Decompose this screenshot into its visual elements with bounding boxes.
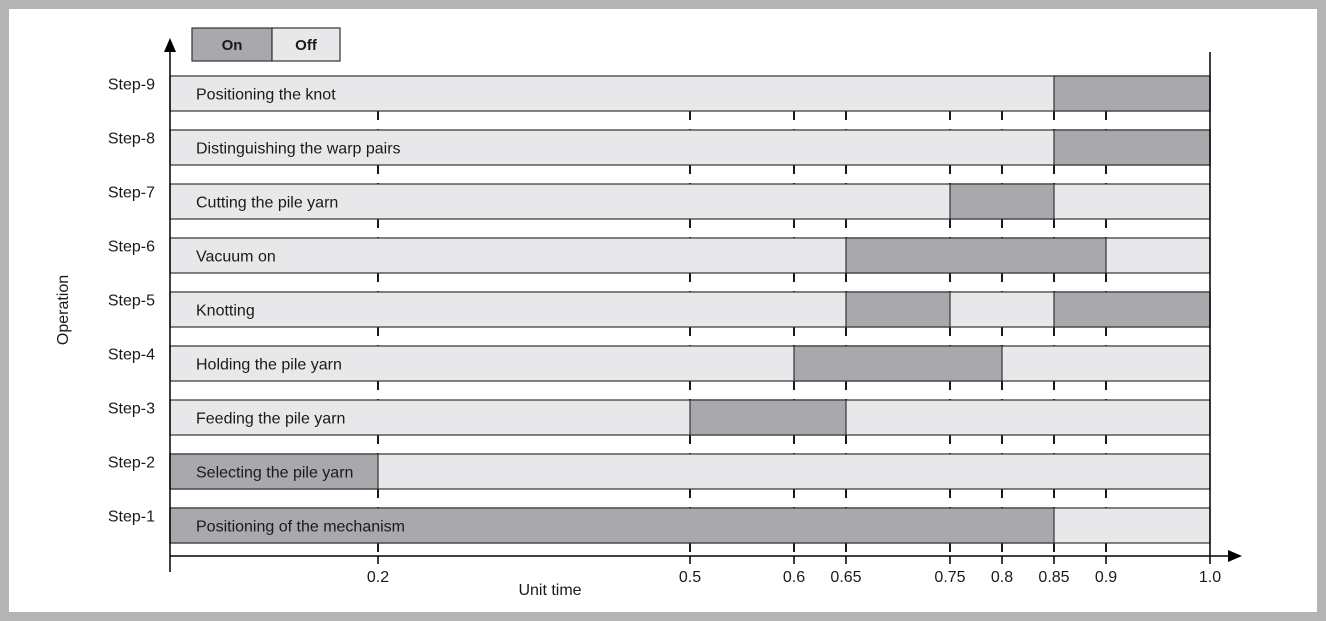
y-tick-label-step-5: Step-5: [108, 293, 155, 310]
x-axis-arrow-icon: [1228, 550, 1242, 562]
x-tick-label-0.8: 0.8: [991, 569, 1013, 586]
legend-off-swatch: [271, 27, 341, 62]
bar-label-step-9: Positioning the knot: [196, 87, 336, 104]
step-row-step-4: Holding the pile yarn Step-4: [108, 345, 1211, 382]
y-tick-label-step-8: Step-8: [108, 131, 155, 148]
step-row-step-3: Feeding the pile yarn Step-3: [108, 399, 1211, 436]
bar-label-step-2: Selecting the pile yarn: [196, 465, 353, 482]
x-axis-title: Unit time: [518, 582, 581, 599]
bar-label-step-8: Distinguishing the warp pairs: [196, 141, 401, 158]
legend-on-label: On: [222, 37, 243, 54]
bar-on-step-3-1: [689, 399, 847, 436]
bar-off-step-9: [169, 75, 1211, 112]
bar-on-step-5-1: [845, 291, 951, 328]
bar-on-step-9-1: [1053, 75, 1211, 112]
bar-label-step-6: Vacuum on: [196, 249, 276, 266]
bar-label-step-4: Holding the pile yarn: [196, 357, 342, 374]
y-tick-label-step-1: Step-1: [108, 509, 155, 526]
step-row-step-8: Distinguishing the warp pairs Step-8: [108, 129, 1211, 166]
x-tick-label-1.0: 1.0: [1199, 569, 1221, 586]
legend-off-label: Off: [295, 37, 318, 54]
x-tick-label-0.2: 0.2: [367, 569, 389, 586]
bar-label-step-1: Positioning of the mechanism: [196, 519, 405, 536]
bar-on-step-2-1: [169, 453, 379, 490]
step-row-step-7: Cutting the pile yarn Step-7: [108, 183, 1211, 220]
x-tick-label-0.6: 0.6: [783, 569, 805, 586]
x-tick-label-0.85: 0.85: [1038, 569, 1069, 586]
step-row-step-6: Vacuum on Step-6: [108, 237, 1211, 274]
x-tick-label-0.5: 0.5: [679, 569, 701, 586]
bar-on-step-5-2: [1053, 291, 1211, 328]
bar-label-step-7: Cutting the pile yarn: [196, 195, 338, 212]
bar-on-step-4-1: [793, 345, 1003, 382]
y-tick-label-step-6: Step-6: [108, 239, 155, 256]
bar-on-step-8-1: [1053, 129, 1211, 166]
bar-on-step-6-1: [845, 237, 1107, 274]
bar-label-step-5: Knotting: [196, 303, 255, 320]
y-tick-label-step-2: Step-2: [108, 455, 155, 472]
step-row-step-9: Positioning the knot Step-9: [108, 75, 1211, 112]
x-tick-label-0.65: 0.65: [830, 569, 861, 586]
y-tick-label-step-9: Step-9: [108, 77, 155, 94]
bar-on-step-7-1: [949, 183, 1055, 220]
y-tick-label-step-7: Step-7: [108, 185, 155, 202]
y-tick-label-step-4: Step-4: [108, 347, 155, 364]
x-tick-label-0.9: 0.9: [1095, 569, 1117, 586]
y-axis-arrow-icon: [164, 38, 176, 52]
y-tick-label-step-3: Step-3: [108, 401, 155, 418]
step-row-step-2: Selecting the pile yarn Step-2: [108, 453, 1211, 490]
bar-label-step-3: Feeding the pile yarn: [196, 411, 345, 428]
y-axis-title: Operation: [55, 275, 72, 345]
step-row-step-1: Positioning of the mechanism Step-1: [108, 507, 1211, 544]
x-tick-label-0.75: 0.75: [934, 569, 965, 586]
legend-on-swatch: [191, 27, 273, 62]
step-row-step-5: Knotting Step-5: [108, 291, 1211, 328]
